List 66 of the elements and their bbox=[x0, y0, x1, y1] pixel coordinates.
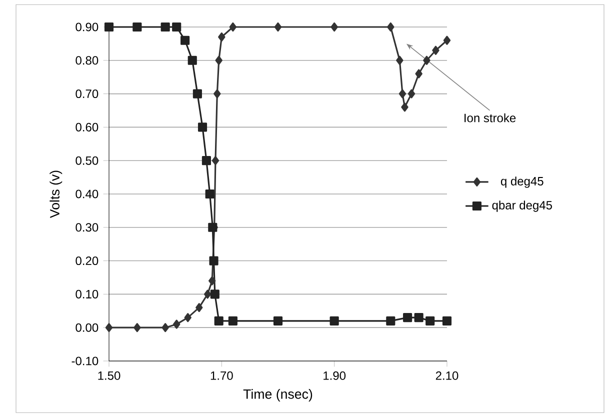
point bbox=[215, 56, 222, 65]
point bbox=[414, 313, 424, 322]
point bbox=[229, 22, 237, 32]
x-tick-label: 2.10 bbox=[436, 371, 458, 380]
y-tick-label: 0.60 bbox=[76, 122, 98, 132]
x-tick-label: 1.70 bbox=[210, 371, 233, 380]
point bbox=[396, 56, 404, 65]
point bbox=[426, 316, 435, 326]
point bbox=[415, 69, 422, 78]
point bbox=[162, 323, 169, 332]
point bbox=[172, 22, 182, 32]
y-tick-label: 0.80 bbox=[76, 56, 98, 65]
point bbox=[202, 156, 211, 166]
y-axis-title: Volts (v) bbox=[50, 170, 62, 218]
point bbox=[184, 313, 192, 322]
y-tick-label: 0.10 bbox=[76, 290, 98, 298]
point bbox=[228, 316, 238, 326]
y-tick-label: 0.90 bbox=[76, 22, 98, 32]
point bbox=[105, 323, 113, 332]
point bbox=[274, 22, 282, 32]
point bbox=[134, 323, 141, 332]
point bbox=[209, 256, 218, 266]
point bbox=[387, 22, 394, 32]
point bbox=[205, 189, 214, 199]
point bbox=[432, 46, 440, 55]
point bbox=[386, 316, 396, 326]
point bbox=[401, 102, 408, 112]
y-tick-label: 0.30 bbox=[76, 223, 98, 232]
point bbox=[160, 22, 170, 32]
point bbox=[188, 56, 197, 65]
point bbox=[208, 276, 216, 286]
text: Ion stroke bbox=[464, 113, 516, 122]
point bbox=[208, 222, 218, 232]
y-tick-label: 0.50 bbox=[76, 156, 98, 165]
point bbox=[180, 36, 190, 45]
x-tick-label: 1.50 bbox=[98, 371, 120, 380]
point bbox=[403, 313, 412, 322]
legend-label: q deg45 bbox=[500, 176, 544, 188]
point bbox=[196, 303, 203, 312]
y-tick-label: 0.70 bbox=[76, 90, 98, 98]
point bbox=[273, 316, 283, 326]
y-tick-label: 0.40 bbox=[76, 190, 98, 198]
x-axis-title: Time (nsec) bbox=[243, 389, 312, 402]
point bbox=[192, 89, 202, 98]
y-tick-label: 0.00 bbox=[76, 323, 98, 332]
point bbox=[442, 316, 452, 326]
point bbox=[423, 56, 430, 65]
point bbox=[443, 36, 451, 45]
legend-label: qbar deg45 bbox=[492, 200, 552, 212]
point bbox=[408, 89, 416, 98]
point bbox=[398, 89, 406, 98]
point bbox=[173, 320, 180, 329]
point bbox=[212, 156, 220, 166]
point bbox=[132, 22, 142, 32]
point bbox=[104, 22, 114, 32]
point bbox=[214, 89, 221, 98]
point bbox=[218, 32, 226, 42]
point bbox=[198, 122, 208, 132]
y-tick-label: 0.20 bbox=[76, 256, 98, 266]
y-tick-label: -0.10 bbox=[72, 356, 98, 366]
x-tick-label: 1.90 bbox=[324, 371, 346, 380]
point bbox=[210, 290, 220, 299]
point bbox=[204, 290, 212, 299]
point bbox=[330, 316, 339, 326]
point bbox=[330, 22, 338, 32]
point bbox=[214, 316, 224, 326]
